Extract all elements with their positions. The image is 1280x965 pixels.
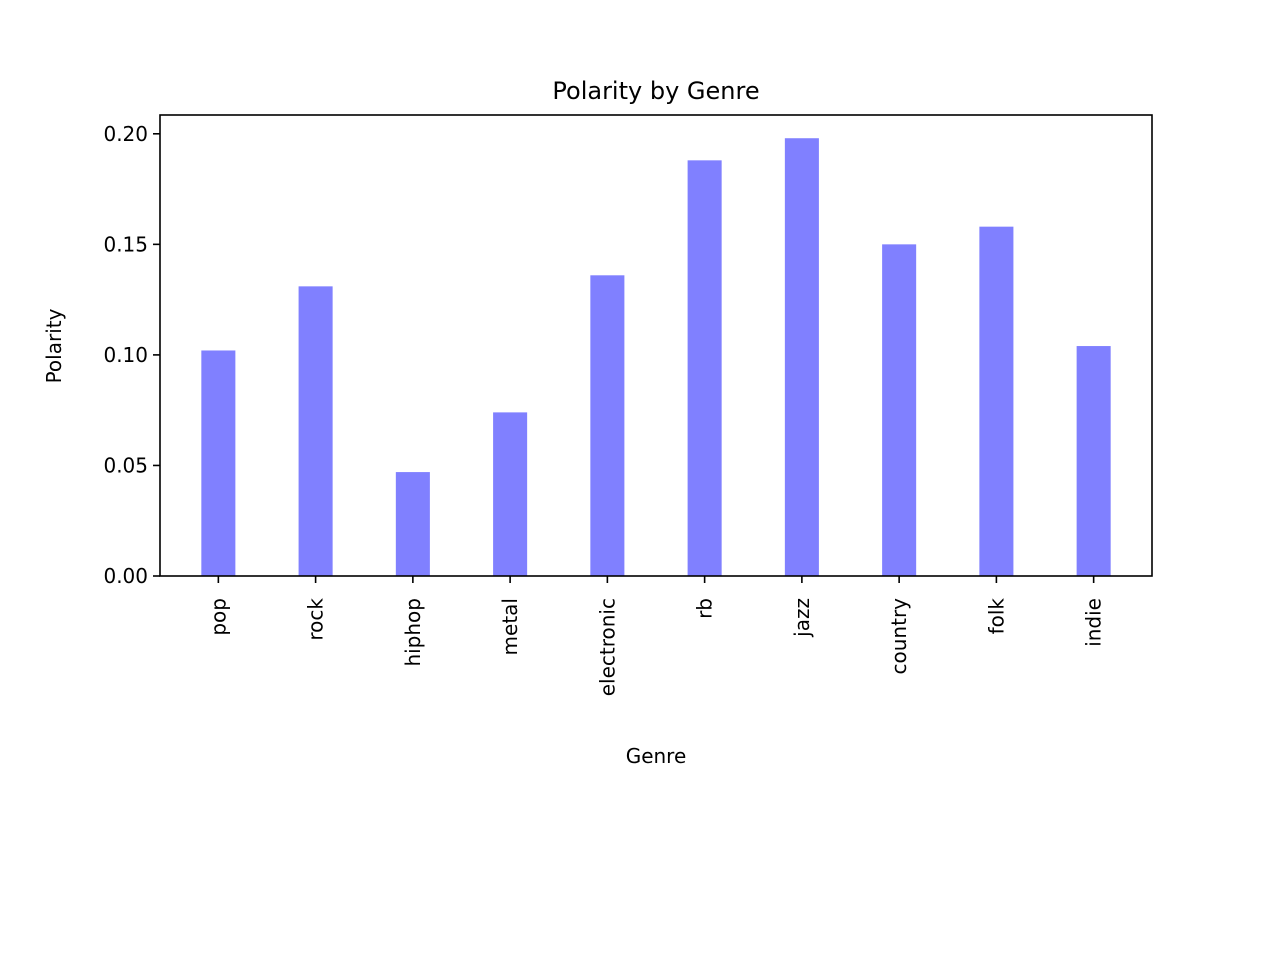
x-tick-label: pop xyxy=(206,598,230,636)
plot-frame xyxy=(159,114,1153,577)
y-tick-label: 0.20 xyxy=(103,122,148,146)
x-tick-label: electronic xyxy=(595,598,619,696)
bars-layer xyxy=(201,138,1111,576)
x-tick-label: hiphop xyxy=(401,598,425,667)
x-tick-label: country xyxy=(887,598,911,675)
bar-jazz xyxy=(784,138,819,576)
bar-folk xyxy=(979,226,1014,576)
bar-country xyxy=(882,244,917,576)
x-tick-label: rb xyxy=(693,598,717,619)
x-tick-label: rock xyxy=(304,598,328,641)
bar-pop xyxy=(201,350,236,576)
y-tick-label: 0.15 xyxy=(103,232,148,256)
x-axis-label: Genre xyxy=(626,744,687,768)
bar-rock xyxy=(298,286,333,576)
x-tick-label: metal xyxy=(498,598,522,655)
y-tick-label: 0.10 xyxy=(103,343,148,367)
y-tick-label: 0.00 xyxy=(103,564,148,588)
y-axis-label: Polarity xyxy=(42,308,66,383)
bar-metal xyxy=(493,412,528,576)
x-tick-label: indie xyxy=(1082,598,1106,647)
bar-hiphop xyxy=(395,472,430,576)
chart-title: Polarity by Genre xyxy=(552,77,759,105)
bar-rb xyxy=(687,160,722,576)
bar-indie xyxy=(1076,346,1111,576)
x-tick-label: jazz xyxy=(790,598,814,638)
x-tick-label: folk xyxy=(984,598,1008,635)
axes-layer: pop rock hiphop metal electronic rb jazz countr… xyxy=(103,122,1105,696)
bar-electronic xyxy=(590,275,625,576)
y-tick-label: 0.05 xyxy=(103,453,148,477)
